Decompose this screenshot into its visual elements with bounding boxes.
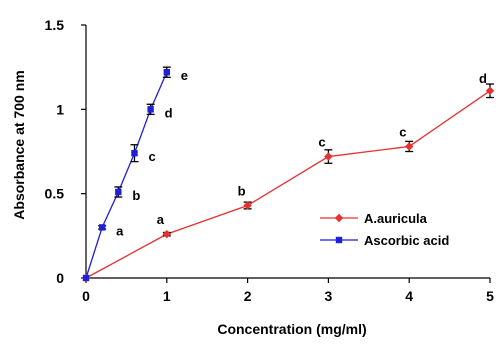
data-point: [162, 229, 171, 239]
series-line: [85, 71, 168, 279]
point-label: a: [116, 223, 124, 238]
data-point: [147, 106, 154, 113]
series-layer: [81, 66, 495, 283]
x-tick-label: 5: [486, 288, 494, 304]
data-point: [163, 69, 170, 76]
legend-marker: [335, 236, 343, 244]
axes: 0 1 2 3 4 5 0 0.5 1 1.5: [45, 17, 495, 304]
y-tick-label: 0.5: [45, 186, 65, 202]
y-tick-label: 1.5: [45, 17, 65, 33]
legend-label: Ascorbic acid: [364, 233, 449, 248]
x-axis-title: Concentration (mg/ml): [217, 321, 366, 337]
data-point: [82, 274, 90, 282]
x-tick-label: 2: [244, 288, 252, 304]
data-point: [243, 201, 252, 210]
data-point: [405, 142, 414, 151]
point-labels: a b c c d a b c d e: [116, 68, 487, 238]
y-axis-title: Absorbance at 700 nm: [11, 70, 27, 219]
x-tick-label: 4: [405, 288, 413, 304]
x-tick-label: 3: [325, 288, 333, 304]
x-tick-label: 0: [82, 288, 90, 304]
point-label: c: [148, 149, 155, 164]
point-label: e: [181, 68, 188, 83]
series-a-auricula: [81, 83, 495, 283]
y-tick-label: 0: [56, 270, 64, 286]
point-label: b: [238, 183, 246, 198]
series-ascorbic-acid: [82, 66, 171, 282]
point-label: a: [157, 212, 165, 227]
point-label: b: [132, 188, 140, 203]
point-label: d: [479, 71, 487, 86]
data-point: [485, 86, 495, 95]
data-point: [131, 149, 138, 157]
data-point: [115, 188, 122, 196]
legend-marker: [334, 213, 344, 223]
data-point: [324, 152, 333, 161]
data-point: [98, 224, 106, 231]
point-label: c: [399, 124, 406, 139]
legend: A.auricula Ascorbic acid: [320, 211, 449, 248]
y-tick-label: 1: [56, 101, 64, 117]
point-label: c: [318, 135, 325, 150]
legend-label: A.auricula: [364, 211, 428, 226]
x-tick-label: 1: [163, 288, 171, 304]
series-line: [85, 90, 491, 279]
point-label: d: [165, 105, 173, 120]
